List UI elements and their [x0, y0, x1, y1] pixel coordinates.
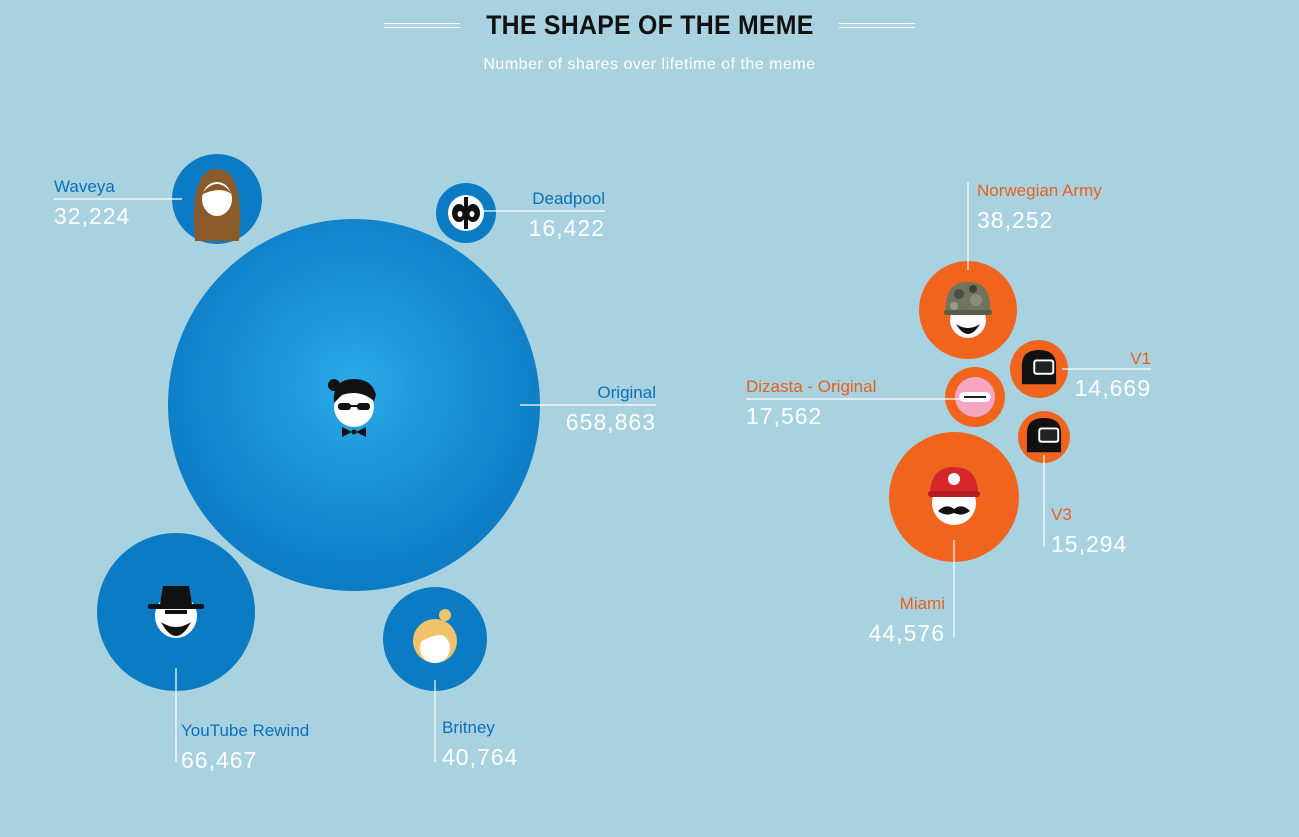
bubble-v1 — [1010, 340, 1068, 398]
label-value-miami: 44,576 — [869, 620, 945, 646]
original-dancer-icon — [328, 379, 376, 437]
title-bar: THE SHAPE OF THE MEME — [0, 10, 1299, 41]
label-value-britney: 40,764 — [442, 744, 518, 770]
label-name-waveya: Waveya — [54, 177, 115, 196]
pink-mask-icon — [955, 377, 995, 417]
motorcycle-helmet-icon — [1026, 418, 1062, 453]
bubble-original — [168, 219, 540, 591]
label-value-original: 658,863 — [566, 409, 656, 435]
bubble-norwegian-army — [919, 261, 1017, 359]
label-name-miami: Miami — [900, 594, 945, 613]
waveya-girl-icon — [193, 169, 241, 241]
hat-man-icon — [148, 586, 204, 638]
deadpool-mask-icon — [448, 195, 484, 231]
label-value-norwegian-army: 38,252 — [977, 207, 1053, 233]
bubble-britney — [383, 587, 487, 691]
bubble-dizasta-original — [945, 367, 1005, 427]
mario-cap-icon — [928, 467, 980, 525]
title-rule-right — [839, 23, 916, 28]
label-name-britney: Britney — [442, 718, 495, 737]
motorcycle-helmet-icon — [1021, 350, 1057, 385]
label-value-dizasta-original: 17,562 — [746, 403, 822, 429]
camo-helmet-icon — [944, 282, 992, 338]
blonde-girl-icon — [413, 609, 457, 663]
bubble-waveya — [172, 154, 262, 244]
label-value-v3: 15,294 — [1051, 531, 1127, 557]
label-name-dizasta-original: Dizasta - Original — [746, 377, 876, 396]
label-name-norwegian-army: Norwegian Army — [977, 181, 1102, 200]
title-rule-left — [383, 23, 460, 28]
label-value-deadpool: 16,422 — [529, 215, 605, 241]
label-value-youtube-rewind: 66,467 — [181, 747, 257, 773]
label-name-v1: V1 — [1130, 349, 1151, 368]
bubble-deadpool — [436, 183, 496, 243]
label-name-deadpool: Deadpool — [532, 189, 605, 208]
bubble-miami — [889, 432, 1019, 562]
bubble-v3 — [1018, 411, 1070, 463]
bubble-youtube-rewind — [97, 533, 255, 691]
chart-subtitle: Number of shares over lifetime of the me… — [483, 56, 816, 73]
label-name-v3: V3 — [1051, 505, 1072, 524]
label-name-youtube-rewind: YouTube Rewind — [181, 721, 309, 740]
label-value-v1: 14,669 — [1075, 375, 1151, 401]
label-name-original: Original — [597, 383, 656, 402]
chart-title: THE SHAPE OF THE MEME — [485, 10, 814, 40]
label-value-waveya: 32,224 — [54, 203, 130, 229]
